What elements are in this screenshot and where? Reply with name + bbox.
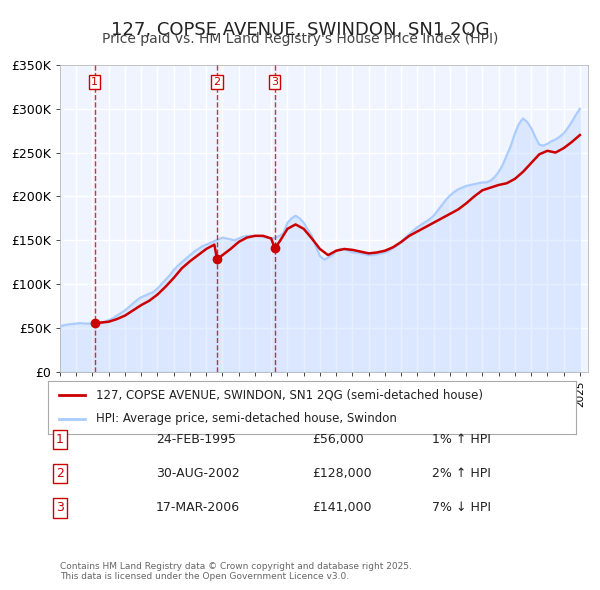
Text: 3: 3 (271, 77, 278, 87)
Text: £128,000: £128,000 (312, 467, 371, 480)
Text: 127, COPSE AVENUE, SWINDON, SN1 2QG (semi-detached house): 127, COPSE AVENUE, SWINDON, SN1 2QG (sem… (95, 389, 482, 402)
Text: 2: 2 (214, 77, 221, 87)
Text: 1% ↑ HPI: 1% ↑ HPI (432, 433, 491, 446)
Text: 1: 1 (91, 77, 98, 87)
Text: 2: 2 (56, 467, 64, 480)
Text: HPI: Average price, semi-detached house, Swindon: HPI: Average price, semi-detached house,… (95, 412, 397, 425)
Text: 17-MAR-2006: 17-MAR-2006 (156, 502, 240, 514)
Text: 1: 1 (56, 433, 64, 446)
Text: 7% ↓ HPI: 7% ↓ HPI (432, 502, 491, 514)
Text: 3: 3 (56, 502, 64, 514)
Text: 30-AUG-2002: 30-AUG-2002 (156, 467, 240, 480)
Text: 24-FEB-1995: 24-FEB-1995 (156, 433, 236, 446)
Text: 2% ↑ HPI: 2% ↑ HPI (432, 467, 491, 480)
Text: Contains HM Land Registry data © Crown copyright and database right 2025.
This d: Contains HM Land Registry data © Crown c… (60, 562, 412, 581)
Text: £56,000: £56,000 (312, 433, 364, 446)
Text: £141,000: £141,000 (312, 502, 371, 514)
Text: 127, COPSE AVENUE, SWINDON, SN1 2QG: 127, COPSE AVENUE, SWINDON, SN1 2QG (111, 21, 489, 39)
Text: Price paid vs. HM Land Registry's House Price Index (HPI): Price paid vs. HM Land Registry's House … (102, 32, 498, 47)
